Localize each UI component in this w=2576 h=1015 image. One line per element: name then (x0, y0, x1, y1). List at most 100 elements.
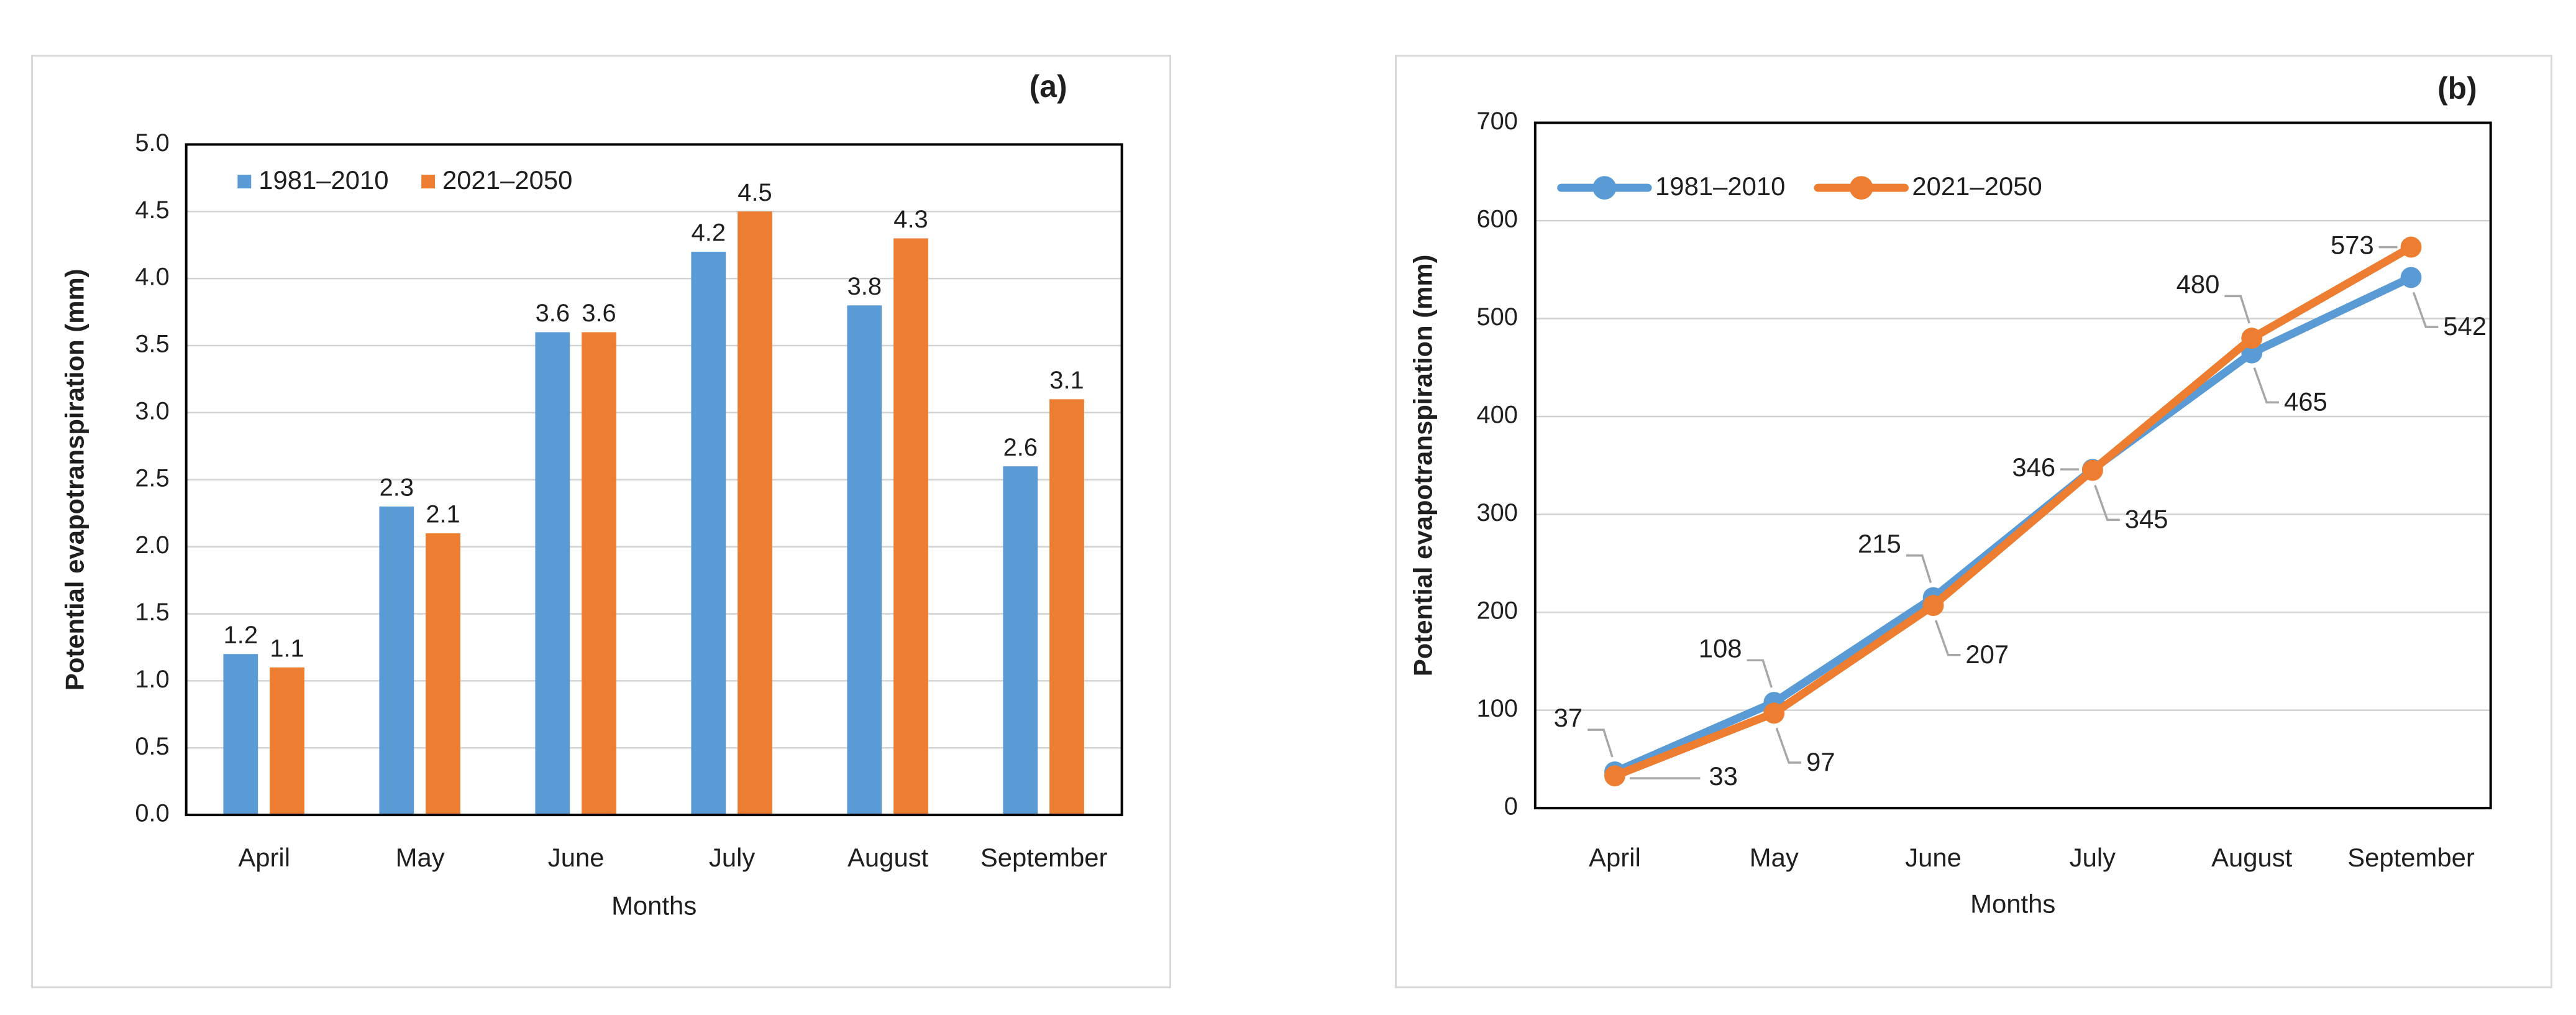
y-tick-label: 100 (1476, 695, 1517, 722)
leader-line (2253, 367, 2280, 404)
x-axis-title: Months (611, 891, 697, 921)
bar-orange-july (738, 211, 772, 815)
bar-value-label: 1.1 (270, 635, 304, 662)
point-value-label: 33 (1709, 761, 1738, 791)
leader-line (1587, 728, 1614, 758)
y-tick-label: 3.0 (135, 397, 169, 425)
legend-label: 1981–2010 (258, 165, 388, 195)
y-tick-label: 5.0 (135, 129, 169, 157)
y-tick-label: 0 (1504, 793, 1518, 820)
marker-blue-september (2400, 267, 2422, 288)
bar-value-label: 3.6 (582, 300, 616, 327)
y-tick-label: 1.5 (135, 599, 169, 626)
x-category-label: April (238, 843, 290, 872)
legend-label: 1981–2010 (1655, 172, 1785, 201)
leader-line (1775, 727, 1802, 764)
leader-line (1906, 554, 1932, 584)
y-tick-label: 600 (1476, 206, 1517, 233)
legend-marker (1849, 176, 1873, 200)
leader-line (2412, 292, 2439, 328)
y-axis-title: Potential evapotranspiration (mm) (60, 269, 89, 691)
bar-value-label: 4.3 (893, 206, 928, 233)
y-tick-label: 3.5 (135, 331, 169, 358)
bar-value-label: 2.6 (1003, 434, 1038, 461)
series-line-blue (1610, 273, 2415, 776)
y-tick-label: 700 (1476, 108, 1517, 135)
line-chart-b: 37 108 215 346 465 542 33 97 207 345 480 573 0 100 200… (1409, 71, 2492, 919)
x-category-label: September (2347, 843, 2475, 872)
legend-label: 2021–2050 (1912, 172, 2042, 201)
panel-corner-label: (a) (1030, 69, 1067, 104)
y-tick-label: 4.5 (135, 196, 169, 224)
x-category-label: June (548, 843, 605, 872)
x-axis-title: Months (1970, 889, 2055, 919)
series-line-orange (1610, 243, 2415, 780)
x-category-label: July (709, 843, 755, 872)
bar-value-label: 2.3 (380, 474, 414, 502)
x-category-label: June (1905, 843, 1962, 872)
marker-orange-may (1763, 702, 1785, 724)
point-value-label: 573 (2331, 231, 2374, 260)
point-value-label: 542 (2443, 311, 2487, 341)
bar-blue-april (223, 654, 258, 815)
y-axis-title: Potential evapotranspiration (mm) (1409, 255, 1438, 677)
panel-corner-label: (b) (2437, 71, 2477, 106)
marker-orange-june (1922, 595, 1944, 617)
y-tick-label: 200 (1476, 597, 1517, 625)
x-category-label: September (980, 843, 1108, 872)
bar-orange-august (893, 238, 928, 815)
point-value-label: 345 (2125, 504, 2168, 533)
marker-orange-august (2241, 328, 2263, 349)
x-category-label: May (1750, 843, 1799, 872)
bar-blue-may (379, 506, 414, 815)
point-value-label: 215 (1858, 529, 1901, 558)
y-tick-label: 0.0 (135, 800, 169, 827)
point-value-label: 207 (1965, 640, 2009, 669)
y-tick-label: 500 (1476, 303, 1517, 331)
bar-blue-september (1003, 466, 1038, 815)
legend-label: 2021–2050 (442, 165, 572, 195)
plot-frame (185, 143, 1123, 817)
x-category-label: April (1589, 843, 1641, 872)
x-category-label: August (847, 843, 929, 872)
y-tick-label: 300 (1476, 499, 1517, 526)
plot-frame (1533, 121, 2492, 810)
bar-blue-june (535, 332, 570, 815)
x-category-label: August (2211, 843, 2293, 872)
leader-line (1934, 620, 1961, 656)
bar-value-label: 3.8 (847, 273, 882, 300)
leader-line (2094, 485, 2120, 521)
panel-b: 37 108 215 346 465 542 33 97 207 345 480 573 0 100 200… (1395, 55, 2552, 988)
bar-orange-may (426, 533, 460, 815)
bar-value-label: 3.1 (1049, 367, 1084, 394)
point-value-label: 480 (2176, 269, 2220, 298)
x-category-label: May (396, 843, 445, 872)
leader-line (1747, 659, 1773, 688)
point-value-label: 37 (1554, 703, 1583, 732)
y-tick-label: 1.0 (135, 666, 169, 693)
point-value-label: 97 (1806, 747, 1835, 776)
bar-value-label: 4.2 (692, 219, 726, 247)
legend-swatch-orange (421, 175, 436, 189)
leader-line (2224, 295, 2250, 324)
bar-blue-july (691, 252, 726, 815)
legend-swatch-blue (237, 175, 252, 189)
bar-orange-june (582, 332, 616, 815)
point-value-label: 108 (1699, 633, 1742, 663)
marker-orange-july (2081, 459, 2103, 481)
y-tick-label: 2.5 (135, 464, 169, 492)
y-tick-label: 4.0 (135, 264, 169, 291)
point-value-label: 346 (2012, 452, 2055, 482)
bar-blue-august (847, 305, 882, 815)
panel-a: 1.2 2.3 3.6 4.2 3.8 2.6 1.1 2.1 3.6 4.5 4.3 3.1 0.0 0… (31, 55, 1171, 988)
legend-marker (1592, 176, 1617, 200)
y-tick-label: 400 (1476, 402, 1517, 429)
y-tick-label: 2.0 (135, 531, 169, 559)
bar-orange-april (270, 667, 304, 815)
x-category-label: July (2070, 843, 2116, 872)
point-value-label: 465 (2284, 387, 2327, 416)
bar-value-label: 3.6 (536, 300, 570, 327)
bar-value-label: 2.1 (426, 501, 460, 528)
marker-orange-april (1604, 765, 1625, 787)
